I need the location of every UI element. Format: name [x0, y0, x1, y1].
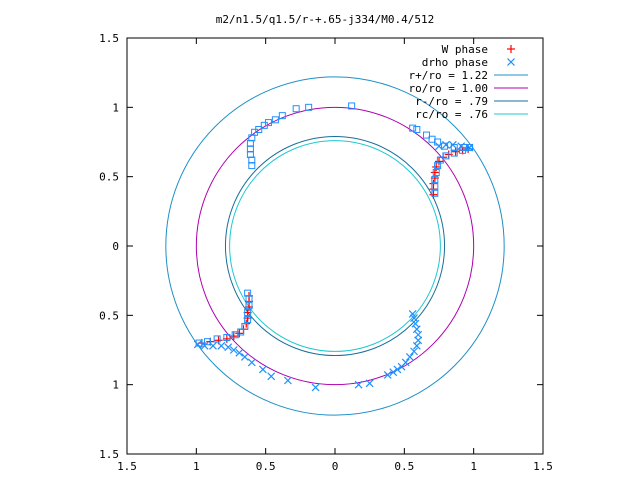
data-point-square	[305, 103, 313, 111]
data-point-square	[434, 138, 442, 146]
data-point-cross	[442, 140, 450, 149]
x-tick-label: 0.5	[256, 460, 276, 473]
data-point-square	[245, 302, 253, 310]
data-point-cross	[401, 358, 410, 367]
data-point-square	[432, 169, 440, 177]
data-point-square	[241, 322, 249, 330]
data-point-cross	[247, 358, 256, 367]
data-point-square	[423, 131, 431, 139]
legend-label: r-/ro = .79	[415, 95, 488, 108]
radius-circles	[165, 76, 505, 416]
data-point-square	[409, 124, 417, 132]
data-point-plus	[451, 147, 460, 156]
axis-ticks: 1.5 1 0.5 0 0.5 1 1.51.510.500.511.5	[99, 32, 553, 473]
data-point-square	[231, 331, 239, 339]
data-point-cross	[240, 353, 249, 361]
y-tick-label: 0	[112, 240, 119, 253]
data-point-cross	[193, 340, 202, 349]
chart-title: m2/n1.5/q1.5/r-+.65-j334/M0.4/512	[216, 13, 435, 26]
data-point-cross	[217, 341, 226, 350]
data-point-cross	[235, 348, 244, 357]
data-point-square	[213, 335, 221, 343]
data-point-square	[431, 189, 439, 197]
data-point-cross	[408, 310, 417, 318]
data-point-square	[436, 156, 444, 164]
data-point-cross	[311, 383, 320, 392]
data-point-square	[195, 339, 203, 347]
data-point-cross	[229, 346, 238, 354]
x-tick-label: 1	[193, 460, 200, 473]
legend-label: drho phase	[422, 56, 488, 69]
data-point-square	[459, 146, 467, 154]
legend-swatch-plus	[507, 45, 515, 53]
y-tick-label: 1	[112, 101, 119, 114]
legend-label: W phase	[442, 43, 488, 56]
data-point-cross	[354, 380, 363, 389]
radius-circle	[224, 135, 446, 357]
data-point-cross	[258, 365, 267, 374]
data-point-cross	[393, 365, 402, 374]
data-point-cross	[414, 336, 423, 345]
data-point-square	[223, 334, 231, 342]
data-point-square	[466, 144, 474, 152]
data-point-square	[441, 142, 449, 150]
data-point-square	[431, 175, 439, 183]
data-point-square	[255, 126, 263, 134]
x-tick-label: 0	[332, 460, 339, 473]
data-point-cross	[405, 353, 414, 361]
x-tick-label: 1.5	[533, 460, 553, 473]
x-tick-label: 1.5	[117, 460, 137, 473]
data-point-square	[278, 112, 286, 120]
data-point-cross	[365, 379, 374, 388]
data-point-square	[450, 149, 458, 157]
y-tick-label: 1.5	[99, 448, 119, 461]
data-point-square	[244, 315, 252, 323]
data-point-cross	[267, 372, 276, 381]
data-point-square	[203, 338, 211, 346]
data-point-square	[264, 119, 272, 127]
data-point-plus	[235, 329, 244, 338]
legend-label: r+/ro = 1.22	[409, 69, 488, 82]
data-point-cross	[410, 314, 418, 323]
data-point-square	[442, 152, 450, 160]
radius-circle	[229, 140, 441, 352]
data-point-square	[244, 309, 252, 317]
radius-circle	[165, 76, 505, 416]
x-tick-label: 1	[470, 460, 477, 473]
data-point-plus	[435, 157, 443, 166]
y-tick-label: 0.5	[99, 309, 119, 322]
data-point-plus	[229, 332, 238, 341]
y-tick-label: 0.5	[99, 171, 119, 184]
data-point-cross	[383, 371, 392, 379]
data-point-cross	[410, 347, 418, 356]
legend-label: ro/ro = 1.00	[409, 82, 488, 95]
data-point-cross	[224, 343, 233, 352]
y-tick-label: 1	[112, 379, 119, 392]
data-point-square	[348, 102, 356, 110]
data-point-cross	[389, 368, 398, 377]
data-point-square	[431, 182, 439, 190]
data-point-square	[413, 126, 421, 134]
data-point-square	[271, 116, 279, 124]
y-tick-label: 1.5	[99, 32, 119, 45]
legend-label: rc/ro = .76	[415, 108, 488, 121]
phase-markers	[193, 102, 474, 392]
data-point-square	[245, 295, 253, 303]
legend-swatch-cross	[507, 58, 515, 66]
x-tick-label: 0.5	[394, 460, 414, 473]
data-point-cross	[283, 376, 292, 385]
data-point-square	[292, 105, 300, 113]
radius-circle	[195, 106, 475, 386]
